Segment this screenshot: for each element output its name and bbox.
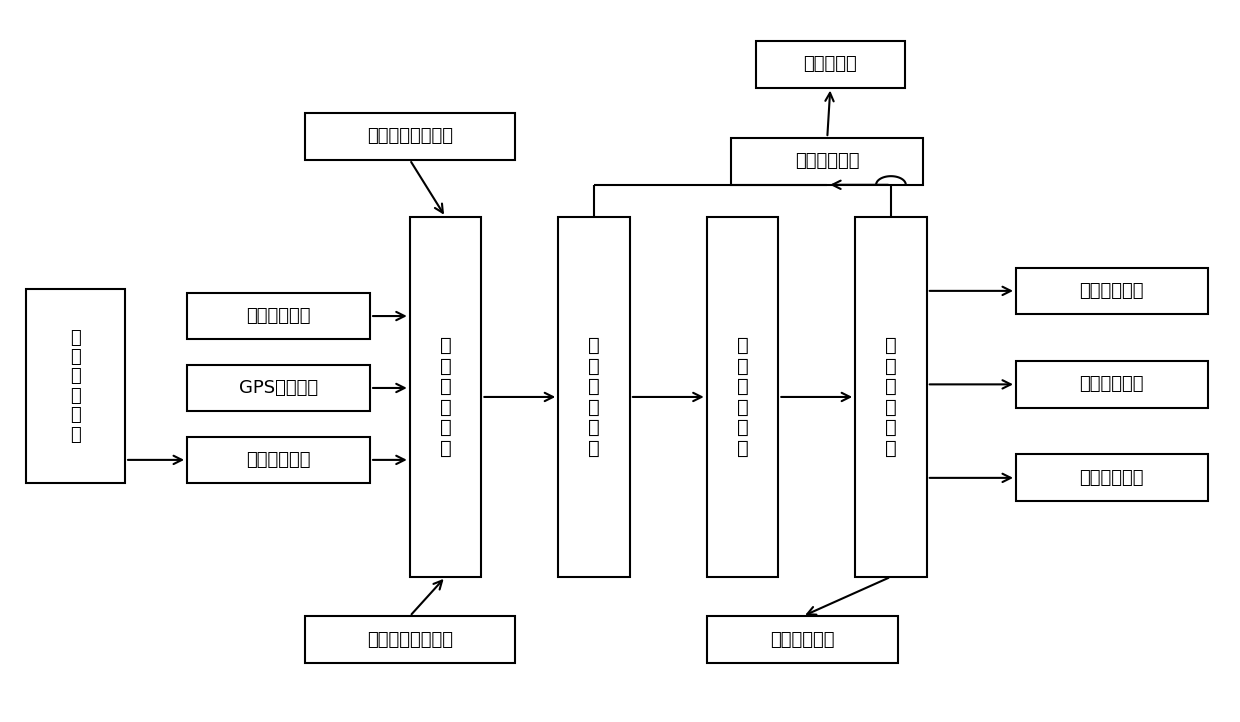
Bar (558, 217, 630, 577)
Bar (187, 292, 370, 339)
Text: 手动输入单元: 手动输入单元 (247, 451, 311, 469)
Bar (305, 113, 515, 160)
Text: 第二雷达测量单元: 第二雷达测量单元 (367, 631, 453, 648)
Text: 语音播报单元: 语音播报单元 (1080, 375, 1145, 393)
Text: 油门控制单元: 油门控制单元 (770, 631, 835, 648)
Text: 灯光提醒单元: 灯光提醒单元 (1080, 469, 1145, 487)
Bar (732, 138, 923, 185)
Text: 数
据
处
理
单
元: 数 据 处 理 单 元 (588, 336, 600, 458)
Text: 指
令
发
送
单
元: 指 令 发 送 单 元 (885, 336, 897, 458)
Text: 手
动
输
入
单
元: 手 动 输 入 单 元 (71, 329, 81, 444)
Bar (756, 41, 904, 87)
Bar (707, 217, 779, 577)
Bar (187, 365, 370, 412)
Bar (1016, 268, 1208, 314)
Text: 加速提醒灯: 加速提醒灯 (804, 56, 857, 74)
Text: 第三方数据库: 第三方数据库 (247, 307, 311, 325)
Bar (305, 617, 515, 663)
Bar (707, 617, 898, 663)
Text: 数据显示单元: 数据显示单元 (1080, 282, 1145, 300)
Text: GPS定位单元: GPS定位单元 (239, 379, 319, 397)
Text: 数
据
接
收
单
元: 数 据 接 收 单 元 (440, 336, 451, 458)
Bar (187, 437, 370, 483)
Bar (1016, 361, 1208, 408)
Text: 第一雷达测量单元: 第一雷达测量单元 (367, 127, 453, 145)
Bar (409, 217, 481, 577)
Bar (856, 217, 926, 577)
Text: 结
果
判
定
单
元: 结 果 判 定 单 元 (737, 336, 749, 458)
Bar (1016, 454, 1208, 501)
Text: 灯光控制单元: 灯光控制单元 (795, 152, 859, 170)
Bar (26, 289, 125, 483)
